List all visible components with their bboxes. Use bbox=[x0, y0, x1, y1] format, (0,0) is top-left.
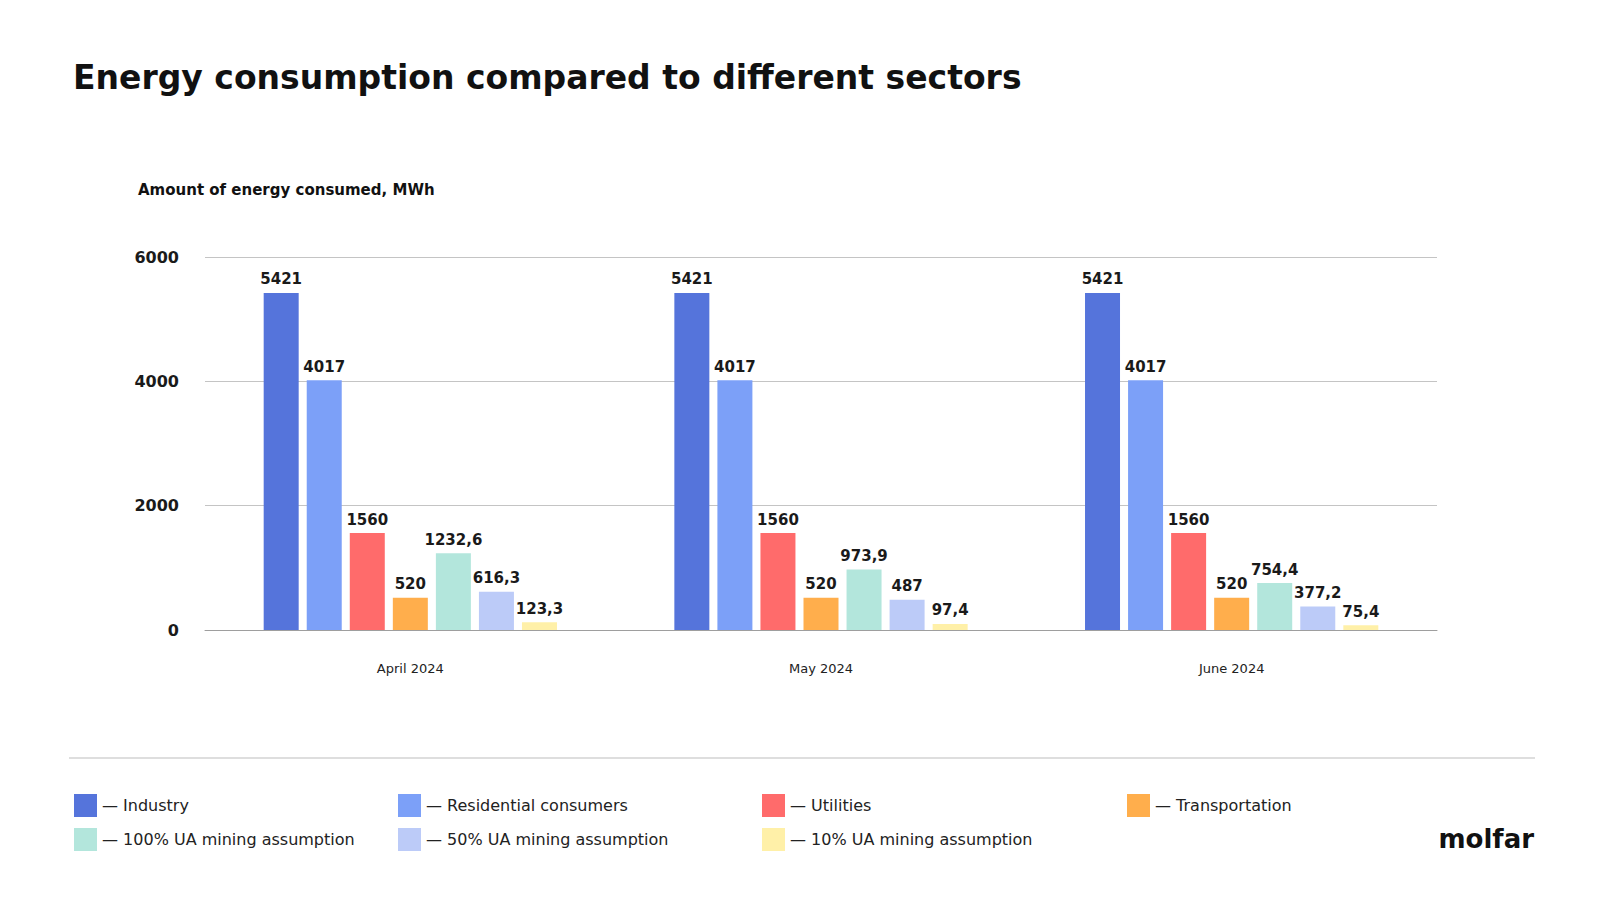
svg-text:754,4: 754,4 bbox=[1251, 561, 1298, 579]
svg-text:2000: 2000 bbox=[134, 496, 179, 515]
svg-text:973,9: 973,9 bbox=[840, 547, 887, 565]
svg-text:0: 0 bbox=[168, 621, 179, 640]
svg-text:5421: 5421 bbox=[1082, 270, 1124, 288]
svg-text:4017: 4017 bbox=[303, 358, 345, 376]
svg-text:616,3: 616,3 bbox=[473, 569, 520, 587]
svg-text:520: 520 bbox=[1216, 575, 1247, 593]
svg-text:520: 520 bbox=[805, 575, 836, 593]
svg-text:6000: 6000 bbox=[134, 248, 179, 267]
svg-text:Amount of energy consumed, MWh: Amount of energy consumed, MWh bbox=[138, 181, 435, 199]
svg-text:— 100% UA mining assumption: — 100% UA mining assumption bbox=[102, 830, 355, 849]
svg-text:— 50% UA mining assumption: — 50% UA mining assumption bbox=[426, 830, 668, 849]
svg-text:1560: 1560 bbox=[1168, 511, 1210, 529]
svg-text:1560: 1560 bbox=[346, 511, 388, 529]
svg-text:4000: 4000 bbox=[134, 372, 179, 391]
svg-text:— Residential consumers: — Residential consumers bbox=[426, 796, 628, 815]
svg-text:520: 520 bbox=[395, 575, 426, 593]
svg-text:molfar: molfar bbox=[1438, 824, 1534, 854]
svg-text:— Transportation: — Transportation bbox=[1155, 796, 1292, 815]
svg-text:377,2: 377,2 bbox=[1294, 584, 1341, 602]
svg-text:75,4: 75,4 bbox=[1342, 603, 1379, 621]
svg-text:— Industry: — Industry bbox=[102, 796, 189, 815]
svg-text:— 10% UA mining assumption: — 10% UA mining assumption bbox=[790, 830, 1032, 849]
svg-text:Energy consumption compared to: Energy consumption compared to different… bbox=[73, 58, 1022, 97]
svg-text:— Utilities: — Utilities bbox=[790, 796, 871, 815]
svg-text:123,3: 123,3 bbox=[516, 600, 563, 618]
svg-text:May 2024: May 2024 bbox=[789, 661, 853, 676]
svg-text:487: 487 bbox=[891, 577, 922, 595]
svg-text:1232,6: 1232,6 bbox=[424, 531, 482, 549]
svg-text:5421: 5421 bbox=[260, 270, 302, 288]
svg-text:4017: 4017 bbox=[714, 358, 756, 376]
svg-text:1560: 1560 bbox=[757, 511, 799, 529]
svg-text:April 2024: April 2024 bbox=[377, 661, 444, 676]
svg-text:97,4: 97,4 bbox=[932, 601, 969, 619]
svg-text:5421: 5421 bbox=[671, 270, 713, 288]
svg-text:4017: 4017 bbox=[1125, 358, 1167, 376]
svg-text:June 2024: June 2024 bbox=[1198, 661, 1265, 676]
